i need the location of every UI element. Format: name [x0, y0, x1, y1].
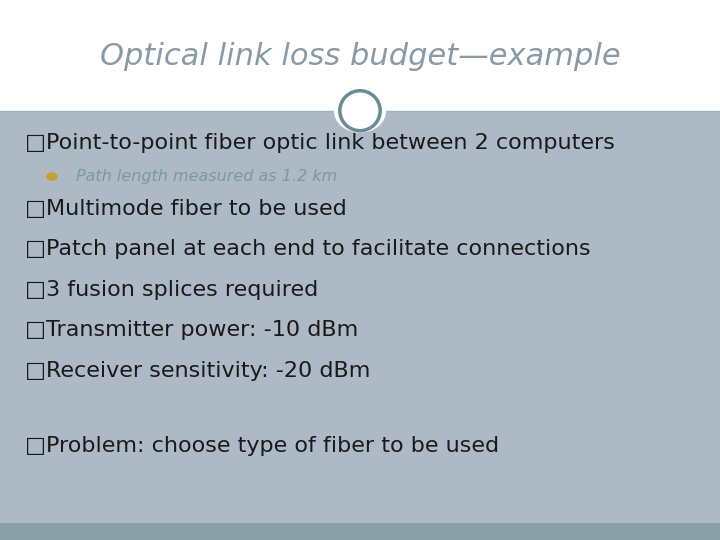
- Text: □3 fusion splices required: □3 fusion splices required: [25, 280, 318, 300]
- Bar: [0, 523, 720, 540]
- Text: Path length measured as 1.2 km: Path length measured as 1.2 km: [76, 169, 337, 184]
- Ellipse shape: [334, 89, 386, 133]
- Circle shape: [46, 172, 58, 181]
- Text: □Transmitter power: -10 dBm: □Transmitter power: -10 dBm: [25, 320, 359, 341]
- Text: Optical link loss budget—example: Optical link loss budget—example: [99, 42, 621, 71]
- Text: □Problem: choose type of fiber to be used: □Problem: choose type of fiber to be use…: [25, 435, 500, 456]
- Bar: [0, 111, 720, 540]
- Text: □Receiver sensitivity: -20 dBm: □Receiver sensitivity: -20 dBm: [25, 361, 371, 381]
- Text: □Patch panel at each end to facilitate connections: □Patch panel at each end to facilitate c…: [25, 239, 591, 260]
- Text: □Point-to-point fiber optic link between 2 computers: □Point-to-point fiber optic link between…: [25, 133, 615, 153]
- Bar: [0, 0, 720, 111]
- Ellipse shape: [346, 97, 374, 125]
- Text: □Multimode fiber to be used: □Multimode fiber to be used: [25, 199, 347, 219]
